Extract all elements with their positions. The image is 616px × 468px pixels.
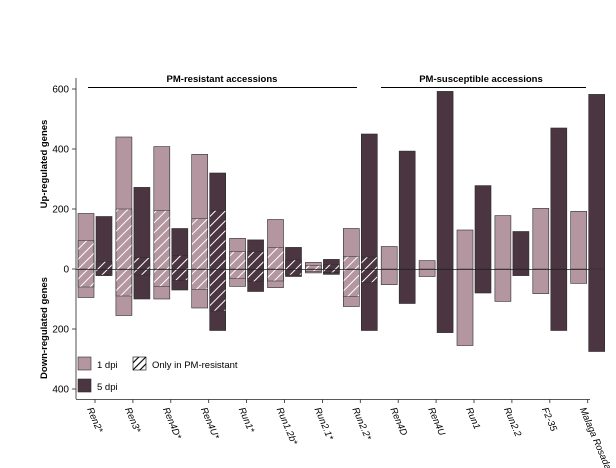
group-title-resistant: PM-resistant accessions xyxy=(167,74,278,85)
only-resistant-5dpi-3 xyxy=(209,210,226,312)
bar-5dpi-0 xyxy=(95,216,113,276)
bar-5dpi-11 xyxy=(512,231,530,276)
bar-5dpi-1 xyxy=(133,187,151,300)
x-tick-label: Ren2* xyxy=(84,406,105,435)
only-resistant-5dpi-4 xyxy=(247,251,264,282)
bar-5dpi-12 xyxy=(550,127,568,331)
only-resistant-1dpi-2 xyxy=(153,210,171,287)
bar-1dpi-9 xyxy=(418,260,436,277)
legend-swatch-1dpi xyxy=(77,356,92,371)
x-tick-label: Run2.2 xyxy=(501,406,523,439)
bar-5dpi-13 xyxy=(588,94,606,352)
y-axis-title-down: Down-regulated genes xyxy=(39,277,50,379)
group-title-susceptible: PM-susceptible accessions xyxy=(419,74,543,85)
legend-label-5dpi: 5 dpi xyxy=(97,382,118,393)
bar-5dpi-7 xyxy=(360,133,378,331)
x-tick-label: Malaga Rosada xyxy=(577,406,613,468)
bar-5dpi-8 xyxy=(398,150,416,304)
x-tick-label: Run2.1* xyxy=(312,406,336,442)
legend-label-1dpi: 1 dpi xyxy=(97,360,118,371)
only-resistant-5dpi-6 xyxy=(323,264,340,273)
x-tick-label: Ren4U xyxy=(425,406,447,438)
y-tick-label: 600 xyxy=(52,85,69,96)
axes: 600 400 200 0 200 400 xyxy=(52,78,590,403)
y-tick-label: 200 xyxy=(52,325,69,336)
only-resistant-1dpi-7 xyxy=(343,256,360,297)
bar-5dpi-9 xyxy=(436,91,454,333)
bar-1dpi-12 xyxy=(532,208,550,294)
x-tick-label: Run1 xyxy=(463,406,482,431)
only-resistant-1dpi-4 xyxy=(229,251,246,279)
only-resistant-1dpi-5 xyxy=(267,247,284,282)
x-tick-label: Ren4D xyxy=(387,406,409,438)
only-resistant-1dpi-6 xyxy=(305,265,322,272)
y-axis-title-up: Up-regulated genes xyxy=(39,120,50,209)
only-resistant-5dpi-1 xyxy=(133,257,151,276)
only-resistant-5dpi-0 xyxy=(95,261,113,276)
y-tick-label: 200 xyxy=(52,205,69,216)
bar-1dpi-10 xyxy=(456,229,474,346)
y-tick-label: 400 xyxy=(52,145,69,156)
x-tick-label: Run1.2b* xyxy=(274,406,300,447)
legend-swatch-only-resistant xyxy=(132,356,147,371)
only-resistant-overlays xyxy=(77,208,378,312)
x-tick-label: F2-35 xyxy=(539,406,559,434)
only-resistant-5dpi-5 xyxy=(285,259,302,276)
legend-label-only-resistant: Only in PM-resistant xyxy=(152,360,238,371)
legend: 1 dpi 5 dpi Only in PM-resistant xyxy=(77,356,238,393)
bar-5dpi-10 xyxy=(474,185,492,294)
only-resistant-5dpi-2 xyxy=(171,255,189,281)
only-resistant-1dpi-1 xyxy=(115,208,133,297)
x-tick-label: Ren3* xyxy=(122,406,143,435)
bar-1dpi-13 xyxy=(570,211,588,284)
x-tick-labels: Ren2* Ren3* Ren4D* Ren4U* Run1* Run1.2b* Run2.… xyxy=(84,406,613,468)
x-tick-label: Run2.2* xyxy=(350,406,374,442)
bar-1dpi-8 xyxy=(380,246,398,285)
x-tick-label: Ren4D* xyxy=(160,406,183,441)
bar-1dpi-11 xyxy=(494,215,512,302)
x-tick-label: Ren4U* xyxy=(198,406,221,441)
y-tick-label: 0 xyxy=(63,265,69,276)
only-resistant-1dpi-3 xyxy=(191,218,208,290)
y-tick-label: 400 xyxy=(52,385,69,396)
only-resistant-1dpi-0 xyxy=(77,240,95,288)
legend-swatch-5dpi xyxy=(77,378,92,393)
x-tick-label: Run1* xyxy=(236,406,257,435)
